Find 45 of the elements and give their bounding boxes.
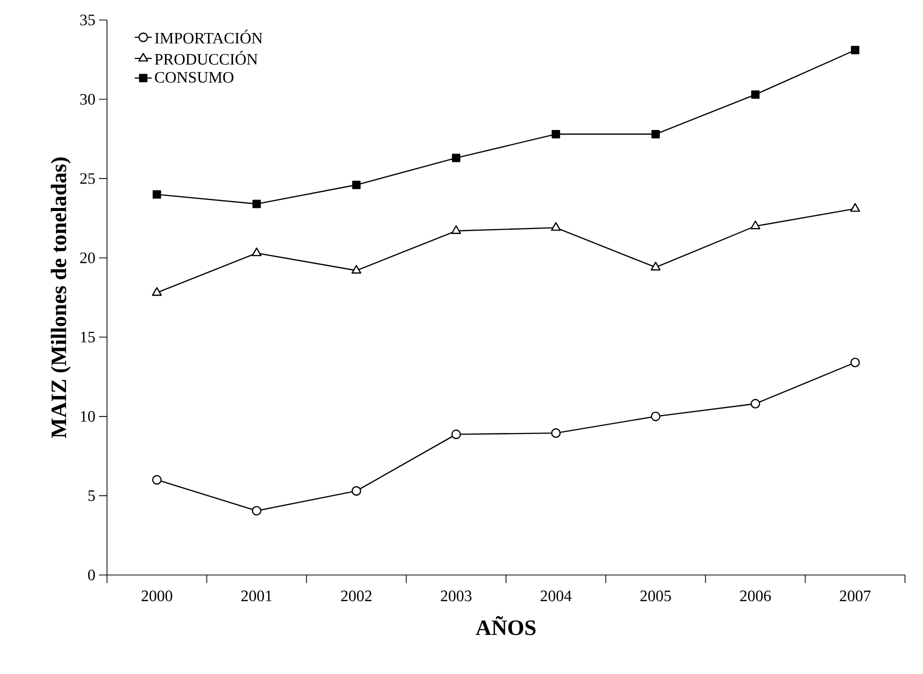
x-tick-label: 2001: [241, 590, 272, 602]
y-tick-label: 5: [88, 490, 95, 501]
point: [452, 154, 460, 162]
point: [551, 428, 561, 438]
point: [750, 220, 760, 230]
x-tick-label: 2005: [640, 590, 671, 602]
x-tick-label: 2000: [142, 590, 172, 602]
point: [451, 225, 462, 234]
point: [550, 222, 561, 231]
x-tick-label: 2002: [341, 590, 372, 602]
point: [152, 475, 162, 485]
point: [552, 130, 560, 138]
point: [650, 412, 660, 422]
y-tick-label: 15: [80, 332, 95, 342]
y-axis-title: MAIZ (Millones de toneladas): [50, 158, 71, 438]
x-axis-title: AÑOS: [476, 616, 536, 636]
point: [152, 190, 162, 199]
point: [650, 262, 661, 270]
point: [850, 46, 860, 54]
y-tick-label: 20: [80, 252, 95, 264]
legend-label: CONSUMO: [154, 72, 234, 83]
y-tick-label: 10: [80, 411, 95, 422]
point: [352, 486, 362, 496]
x-tick-label: 2004: [540, 590, 572, 602]
y-tick-label: 30: [80, 94, 95, 105]
y-tick-label: 25: [80, 173, 95, 184]
point: [152, 287, 162, 296]
y-tick-label: 35: [80, 14, 95, 26]
point: [651, 130, 660, 138]
x-tick-label: 2007: [840, 590, 871, 602]
x-tick-label: 2003: [440, 590, 472, 602]
point: [252, 247, 262, 256]
point: [352, 180, 361, 190]
y-tick-label: 0: [88, 570, 95, 580]
legend-label: PRODUCCIÓN: [154, 50, 258, 65]
x-tick-label: 2006: [740, 590, 771, 602]
point: [751, 90, 760, 99]
point: [351, 264, 362, 274]
point: [750, 398, 760, 409]
point: [451, 430, 461, 440]
point: [252, 200, 261, 208]
point: [252, 506, 262, 516]
point: [850, 203, 860, 212]
point: [850, 358, 860, 368]
legend-label: IMPORTACIÓN: [154, 30, 262, 44]
